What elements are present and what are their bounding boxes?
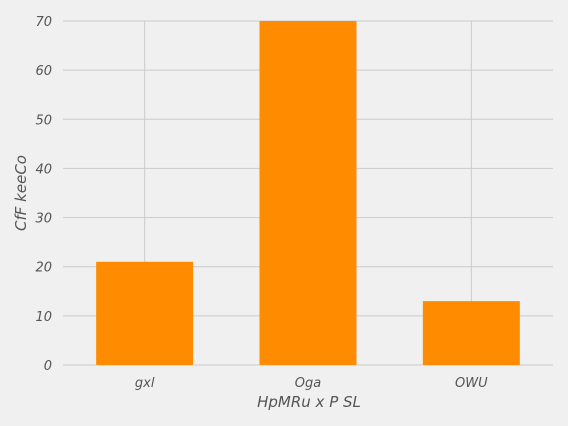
bar-gxl (96, 261, 194, 365)
y-tick-label: 30 (35, 212, 52, 227)
y-tick-label: 40 (35, 162, 52, 177)
x-tick-label: Oga (295, 376, 321, 391)
y-tick-label: 50 (35, 113, 52, 128)
y-axis-ticks: 0 10 20 30 40 50 60 70 (35, 15, 52, 374)
bar-Oga (259, 21, 357, 365)
y-tick-label: 70 (35, 15, 52, 30)
y-tick-label: 10 (35, 310, 52, 325)
x-tick-label: OWU (455, 376, 488, 391)
x-axis-title: HpMRu x P SL (257, 393, 361, 411)
y-tick-label: 0 (44, 359, 52, 374)
y-tick-label: 60 (35, 64, 52, 79)
y-axis-title: CfF keeCo (12, 155, 30, 231)
bar-OWU (422, 301, 520, 365)
bars (96, 21, 520, 365)
x-tick-label: gxl (135, 376, 155, 391)
x-axis-ticks: gxl Oga OWU (135, 376, 488, 391)
y-tick-label: 20 (35, 261, 52, 276)
